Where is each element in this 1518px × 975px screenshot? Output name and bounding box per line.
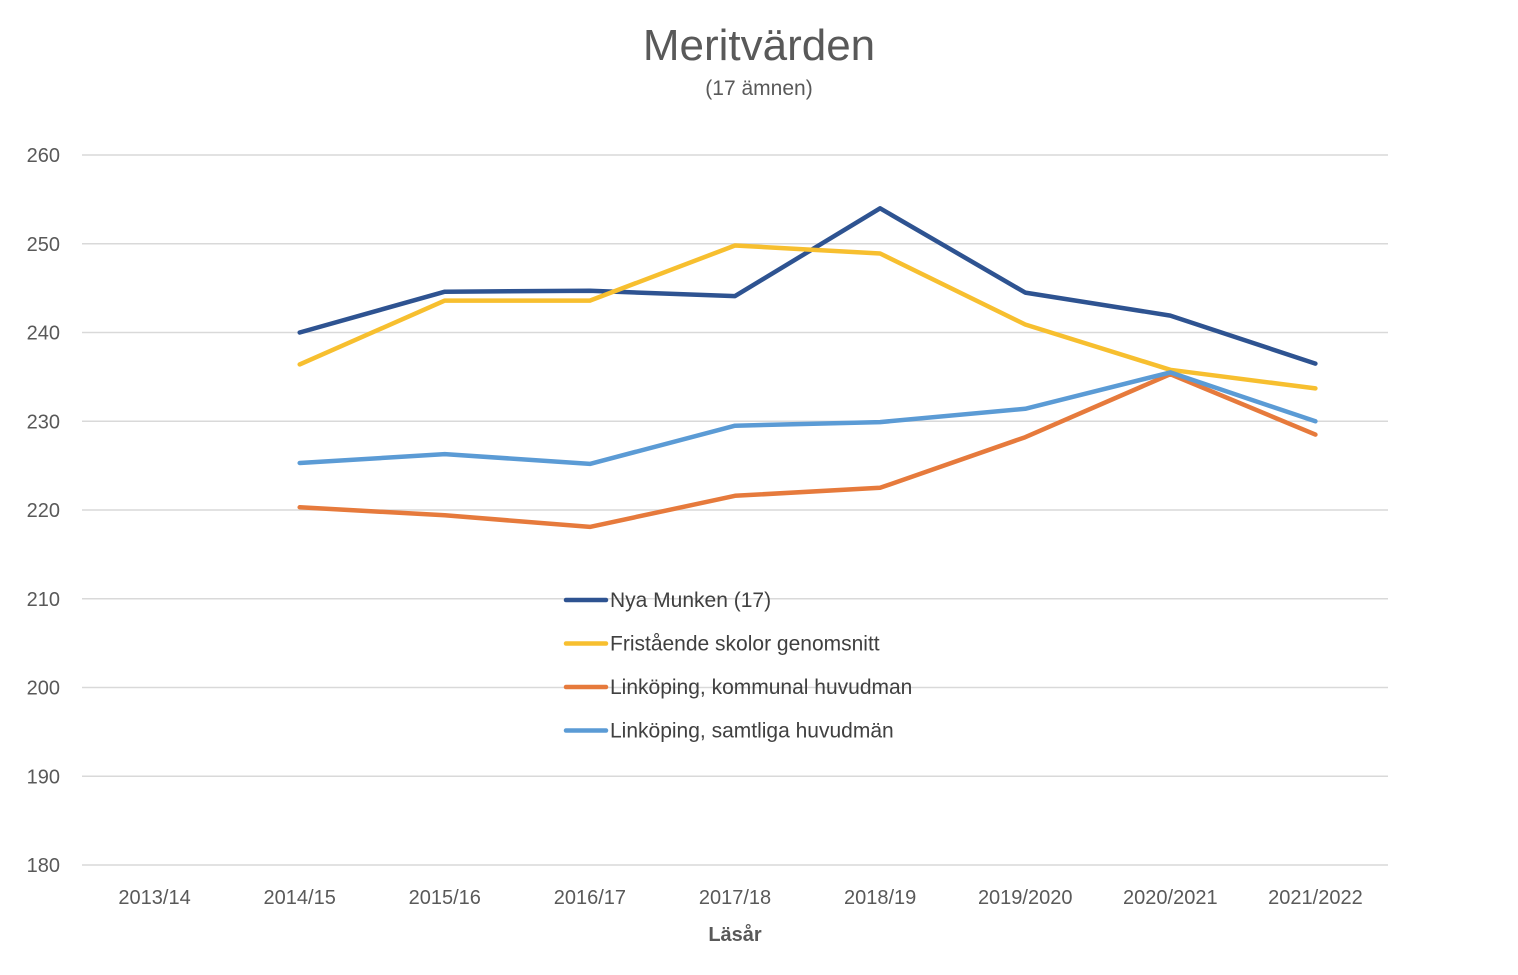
series-line [297, 206, 1318, 366]
x-axis-label: Läsår [708, 923, 762, 946]
y-tick-label: 240 [27, 323, 60, 345]
x-tick-label: 2014/15 [264, 887, 336, 909]
legend-label: Fristående skolor genomsnitt [610, 633, 880, 656]
x-tick-label: 2017/18 [699, 887, 771, 909]
y-tick-label: 230 [27, 411, 60, 433]
y-tick-label: 180 [27, 855, 60, 877]
legend-label: Linköping, samtliga huvudmän [610, 720, 894, 743]
series-line [297, 371, 1318, 530]
y-tick-label: 220 [27, 500, 60, 522]
y-axis-ticks: 260 250 240 230 220 210 200 190 180 [27, 145, 60, 877]
legend-label: Linköping, kommunal huvudman [610, 676, 912, 699]
x-tick-label: 2016/17 [554, 887, 626, 909]
y-tick-label: 260 [27, 145, 60, 167]
gridlines [82, 154, 1388, 866]
x-tick-label: 2013/14 [118, 887, 190, 909]
y-tick-label: 250 [27, 234, 60, 256]
x-tick-label: 2018/19 [844, 887, 916, 909]
legend: Nya Munken (17) Fristående skolor genomsn… [563, 589, 912, 743]
x-tick-label: 2015/16 [409, 887, 481, 909]
legend-label: Nya Munken (17) [610, 589, 771, 612]
chart-title: Meritvärden [643, 21, 875, 70]
chart-subtitle: (17 ämnen) [705, 77, 812, 100]
series-lines [297, 206, 1318, 530]
series-line [297, 243, 1318, 391]
y-tick-label: 190 [27, 766, 60, 788]
x-axis-ticks: 2013/14 2014/15 2015/16 2016/17 2017/18 2018/… [118, 887, 1362, 909]
x-tick-label: 2019/2020 [978, 887, 1073, 909]
series-line [297, 370, 1318, 467]
x-tick-label: 2021/2022 [1268, 887, 1363, 909]
y-tick-label: 200 [27, 678, 60, 700]
y-tick-label: 210 [27, 589, 60, 611]
x-tick-label: 2020/2021 [1123, 887, 1218, 909]
